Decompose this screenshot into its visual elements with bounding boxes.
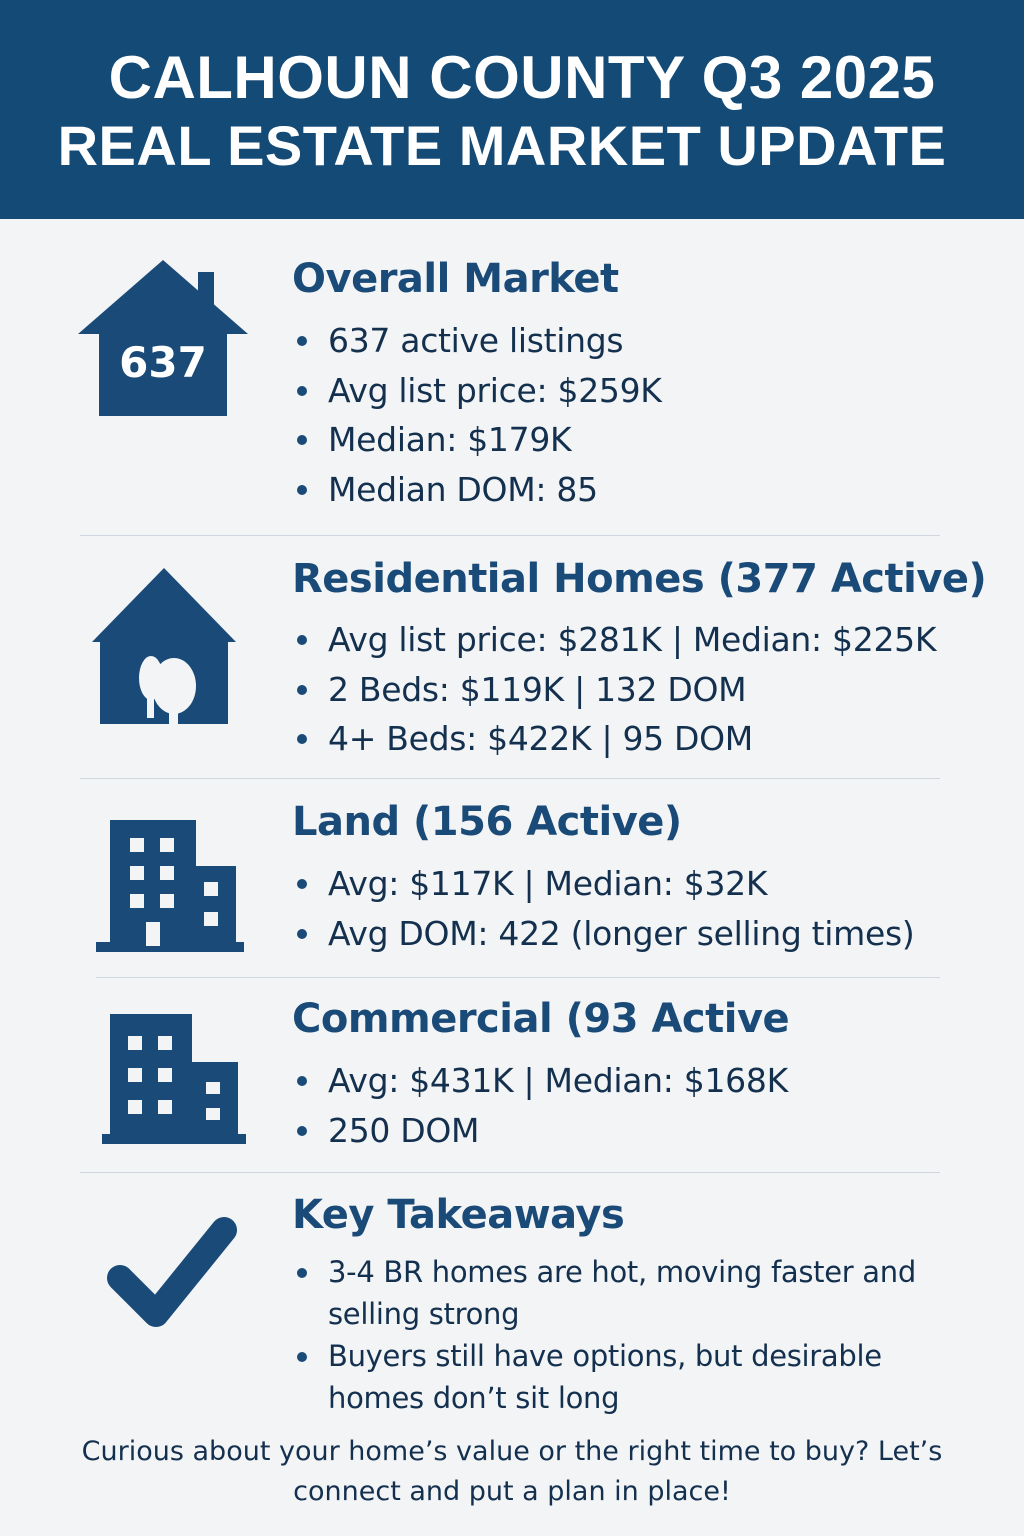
divider [96, 977, 940, 978]
section-heading-land: Land (156 Active) [292, 799, 682, 845]
building-icon [96, 820, 244, 952]
page-title-line2: REAL ESTATE MARKET UPDATE [57, 114, 947, 177]
list-item: 637 active listings [292, 316, 662, 366]
list-item: Avg list price: $281K | Median: $225K [292, 615, 936, 665]
header-banner: CALHOUN COUNTY Q3 2025 REAL ESTATE MARKE… [0, 0, 1024, 219]
list-item: Avg: $117K | Median: $32K [292, 859, 914, 909]
house-icon-count: 637 [119, 338, 207, 387]
section-heading-commercial: Commercial (93 Active [292, 996, 790, 1042]
list-item: Avg: $431K | Median: $168K [292, 1056, 788, 1106]
call-to-action-text: Curious about your home’s value or the r… [81, 1436, 943, 1507]
list-item: Avg list price: $259K [292, 366, 662, 416]
section-heading-takeaways: Key Takeaways [292, 1192, 625, 1238]
commercial-bullet-list: Avg: $431K | Median: $168K 250 DOM [292, 1056, 788, 1155]
house-trees-icon [92, 568, 236, 724]
overall-bullet-list: 637 active listings Avg list price: $259… [292, 316, 662, 514]
land-bullet-list: Avg: $117K | Median: $32K Avg DOM: 422 (… [292, 859, 915, 959]
list-item: Median DOM: 85 [292, 465, 662, 515]
list-item: 250 DOM [292, 1106, 788, 1156]
building-icon [102, 1014, 246, 1144]
list-item: Median: $179K [292, 415, 662, 465]
section-heading-overall: Overall Market [292, 256, 619, 302]
list-item: 4+ Beds: $422K | 95 DOM [292, 714, 936, 764]
divider [80, 778, 940, 779]
list-item: Avg DOM: 422 (longer selling times) [292, 909, 915, 959]
residential-bullet-list: Avg list price: $281K | Median: $225K 2 … [292, 615, 936, 764]
page-title-line1: CALHOUN COUNTY Q3 2025 [108, 44, 936, 111]
list-item: 3-4 BR homes are hot, moving faster and … [292, 1251, 948, 1335]
checkmark-icon [107, 1217, 237, 1327]
divider [80, 535, 940, 536]
house-icon: 637 [78, 260, 248, 416]
divider [80, 1172, 940, 1173]
list-item: 2 Beds: $119K | 132 DOM [292, 665, 936, 715]
takeaways-bullet-list: 3-4 BR homes are hot, moving faster and … [292, 1251, 948, 1419]
list-item: Buyers still have options, but desirable… [292, 1335, 948, 1419]
section-heading-residential: Residential Homes (377 Active) [292, 556, 987, 602]
